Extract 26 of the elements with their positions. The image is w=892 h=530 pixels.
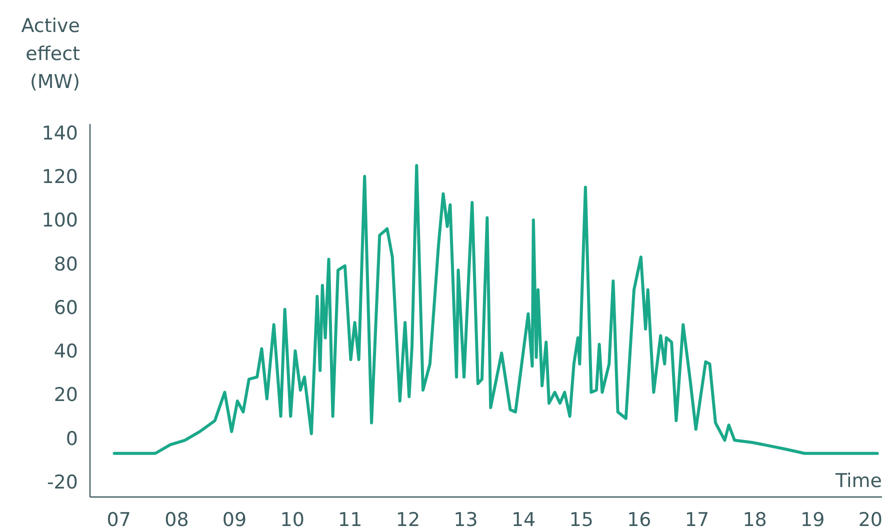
y-tick-label: 80 — [54, 253, 78, 276]
y-tick-label: -20 — [46, 471, 78, 494]
x-tick-label: 18 — [742, 509, 767, 530]
y-tick-label: 0 — [66, 428, 78, 450]
y-tick-label: 40 — [54, 340, 78, 363]
y-tick-label: 120 — [42, 166, 78, 188]
y-tick-label: 100 — [42, 210, 78, 232]
x-tick-label: 09 — [222, 509, 247, 530]
x-tick-label: 16 — [627, 509, 652, 530]
x-tick-label: 07 — [106, 509, 131, 530]
x-tick-label: 19 — [800, 509, 825, 530]
y-tick-label: 60 — [54, 296, 78, 319]
x-tick-label: 20 — [858, 509, 883, 530]
x-tick-label: 08 — [164, 509, 189, 530]
x-tick-label: 13 — [454, 509, 478, 530]
x-tick-label: 14 — [511, 509, 536, 530]
x-tick-label: 17 — [684, 509, 710, 530]
x-tick-label: 15 — [569, 509, 594, 530]
y-axis-title: Active effect (MW) — [21, 15, 80, 93]
x-tick-label: 11 — [338, 509, 362, 530]
y-tick-label: 140 — [42, 122, 78, 144]
x-tick-label: 12 — [396, 509, 420, 530]
y-tick-label: 20 — [54, 384, 78, 406]
line-series — [112, 164, 879, 455]
x-axis-title: Time — [834, 470, 882, 492]
x-tick-label: 10 — [280, 509, 304, 530]
